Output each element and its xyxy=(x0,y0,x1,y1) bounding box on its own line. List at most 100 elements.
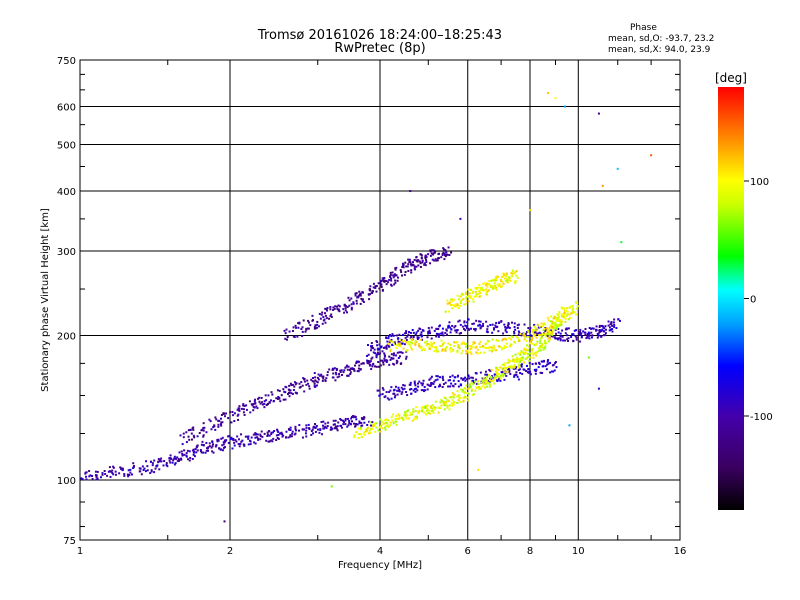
data-point xyxy=(414,409,417,412)
data-point xyxy=(470,288,473,291)
data-point xyxy=(261,435,264,438)
data-point xyxy=(449,385,452,388)
data-point xyxy=(425,413,428,416)
data-point xyxy=(396,360,399,363)
data-point xyxy=(392,334,395,337)
data-point xyxy=(383,426,386,429)
data-point xyxy=(584,331,587,334)
colorbar-tick-label: -100 xyxy=(750,412,773,423)
data-point xyxy=(495,349,498,352)
data-point xyxy=(611,324,614,327)
data-point xyxy=(502,282,505,285)
data-point xyxy=(547,331,550,334)
data-point xyxy=(301,436,304,439)
data-point xyxy=(505,346,508,349)
data-point xyxy=(425,410,428,413)
data-point xyxy=(202,443,205,446)
data-point xyxy=(407,417,410,420)
data-point xyxy=(359,428,362,431)
data-point xyxy=(456,304,459,307)
data-point xyxy=(430,341,433,344)
data-point xyxy=(300,328,303,331)
data-point xyxy=(352,368,355,371)
data-point xyxy=(267,440,270,443)
data-point xyxy=(575,313,578,316)
data-point xyxy=(532,356,535,359)
data-point xyxy=(488,380,491,383)
data-point xyxy=(596,336,599,339)
data-point xyxy=(509,344,512,347)
data-point xyxy=(266,403,269,406)
data-point xyxy=(501,373,504,376)
data-point xyxy=(576,305,579,308)
data-point xyxy=(211,445,214,448)
data-point xyxy=(371,344,374,347)
data-point xyxy=(201,428,204,431)
data-point xyxy=(509,338,512,341)
data-point xyxy=(586,335,589,338)
data-point xyxy=(509,373,512,376)
data-point xyxy=(467,375,470,378)
data-point xyxy=(528,342,531,345)
data-point xyxy=(366,423,369,426)
data-point xyxy=(243,404,246,407)
data-point xyxy=(377,389,380,392)
data-point xyxy=(429,250,432,253)
data-point xyxy=(242,408,245,411)
data-point xyxy=(385,347,388,350)
data-point xyxy=(558,324,561,327)
data-point xyxy=(507,276,510,279)
data-point xyxy=(165,462,168,465)
data-point xyxy=(415,417,418,420)
data-point xyxy=(488,368,491,371)
data-point xyxy=(337,421,340,424)
data-point xyxy=(548,333,551,336)
data-point xyxy=(535,329,538,332)
data-point xyxy=(254,402,257,405)
data-point xyxy=(371,290,374,293)
data-point xyxy=(386,340,389,343)
data-point xyxy=(402,266,405,269)
data-point xyxy=(355,302,358,305)
data-point xyxy=(354,364,357,367)
data-point xyxy=(440,345,443,348)
data-point xyxy=(285,430,288,433)
data-point xyxy=(541,372,544,375)
data-point xyxy=(548,335,551,338)
data-point xyxy=(388,398,391,401)
data-point xyxy=(411,342,414,345)
data-point xyxy=(422,329,425,332)
data-point xyxy=(519,332,522,335)
data-point xyxy=(222,443,225,446)
data-point xyxy=(539,349,542,352)
data-point xyxy=(379,424,382,427)
data-point xyxy=(383,354,386,357)
data-point xyxy=(612,321,615,324)
data-point xyxy=(474,389,477,392)
data-point xyxy=(392,340,395,343)
data-point xyxy=(566,313,569,316)
data-point xyxy=(570,335,573,338)
data-point xyxy=(236,435,239,438)
data-point xyxy=(229,438,232,441)
data-point xyxy=(328,368,331,371)
data-point xyxy=(314,423,317,426)
data-point xyxy=(85,478,88,481)
data-point xyxy=(502,332,505,335)
data-point xyxy=(290,435,293,438)
data-point xyxy=(330,315,333,318)
data-point xyxy=(486,325,489,328)
data-point xyxy=(475,345,478,348)
data-point xyxy=(376,351,379,354)
data-point xyxy=(146,465,149,468)
data-point xyxy=(571,307,574,310)
data-point xyxy=(325,309,328,312)
data-point xyxy=(367,362,370,365)
data-point xyxy=(367,293,370,296)
data-point xyxy=(607,320,610,323)
data-point xyxy=(616,167,619,170)
data-point xyxy=(572,333,575,336)
data-point xyxy=(405,339,408,342)
data-point xyxy=(358,294,361,297)
